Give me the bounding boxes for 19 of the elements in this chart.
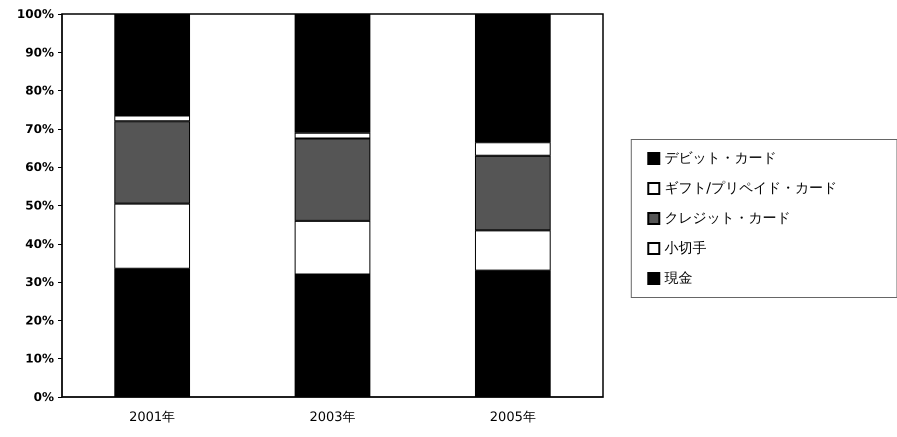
legend-label: デビット・カード bbox=[664, 150, 776, 166]
legend-label: クレジット・カード bbox=[664, 210, 790, 226]
legend-label: ギフト/プリペイド・カード bbox=[664, 180, 837, 196]
y-tick-label: 90% bbox=[25, 45, 54, 60]
y-tick-label: 10% bbox=[25, 352, 54, 366]
y-tick-label: 80% bbox=[25, 84, 54, 98]
y-tick-label: 60% bbox=[25, 160, 54, 174]
y-tick-label: 30% bbox=[25, 275, 54, 290]
y-tick-label: 100% bbox=[16, 7, 54, 21]
y-tick-label: 40% bbox=[25, 236, 54, 251]
y-tick-label: 70% bbox=[25, 122, 54, 136]
x-tick-label: 2003年 bbox=[309, 410, 356, 425]
legend-label: 現金 bbox=[664, 270, 692, 286]
y-tick-label: 50% bbox=[25, 198, 54, 212]
y-tick-label: 0% bbox=[34, 390, 54, 404]
legend-label: 小切手 bbox=[664, 240, 706, 256]
x-tick-label: 2005年 bbox=[490, 410, 536, 425]
x-tick-label: 2001年 bbox=[129, 410, 176, 425]
y-tick-label: 20% bbox=[25, 313, 54, 328]
